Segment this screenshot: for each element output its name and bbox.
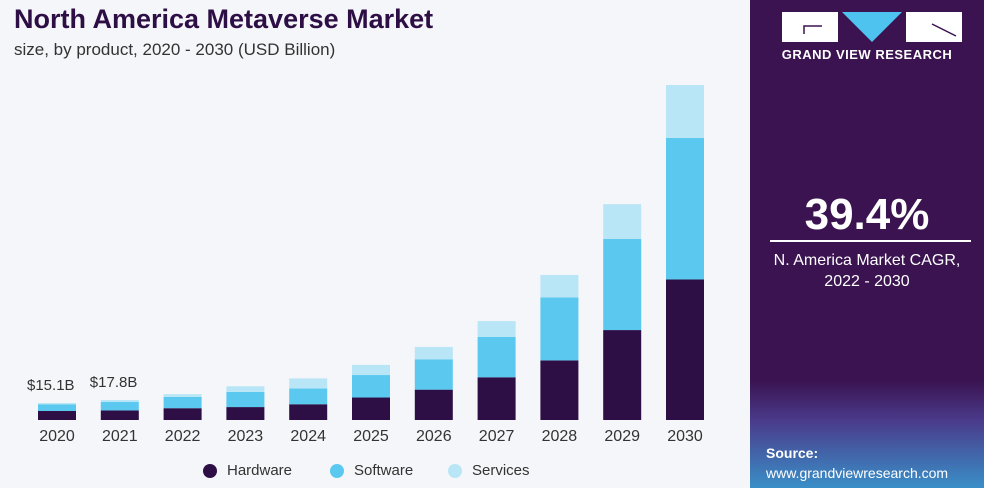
legend-label: Services [472, 462, 530, 479]
bar-services-2020 [38, 403, 76, 405]
cagr-label: N. America Market CAGR, 2022 - 2030 [750, 250, 984, 292]
bar-services-2026 [414, 346, 453, 360]
data-label: $15.1B [27, 377, 75, 394]
bar-software-2021 [100, 402, 139, 411]
bar-hardware-2020 [38, 411, 76, 420]
bar-software-2020 [38, 404, 76, 412]
bar-services-2030 [666, 85, 704, 138]
bar-services-2025 [352, 364, 390, 376]
x-tick-label: 2027 [479, 428, 515, 445]
bar-hardware-2028 [540, 360, 579, 420]
bar-software-2027 [477, 336, 516, 378]
x-tick-label: 2021 [102, 428, 138, 445]
legend-swatch [448, 463, 462, 478]
legend-swatch [203, 463, 217, 478]
bar-services-2021 [100, 399, 139, 403]
bar-software-2024 [289, 388, 328, 405]
cagr-label-line: 2022 - 2030 [824, 273, 910, 290]
legend-swatch [330, 463, 344, 478]
bar-hardware-2023 [226, 407, 265, 420]
x-tick-label: 2029 [604, 428, 640, 445]
source-label: Source: [766, 445, 819, 461]
x-tick-label: 2024 [290, 428, 326, 445]
bar-chart: 2020 2021 2022 2023 2024 2025 2026 2027 2028 2029… [27, 85, 704, 445]
bar-services-2022 [163, 394, 202, 397]
bar-hardware-2025 [352, 397, 390, 420]
data-label: $17.8B [90, 374, 138, 391]
bar-hardware-2027 [477, 377, 516, 420]
legend-label: Software [354, 462, 414, 479]
bar-services-2027 [477, 321, 516, 337]
x-tick-label: 2030 [667, 428, 703, 445]
x-tick-label: 2025 [353, 428, 389, 445]
chart-subtitle: size, by product, 2020 - 2030 (USD Billi… [14, 40, 336, 59]
legend-hardware: Hardware [203, 462, 292, 479]
cagr-label-line: N. America Market CAGR, [773, 252, 961, 269]
bar-hardware-2022 [163, 408, 202, 420]
bar-hardware-2021 [100, 410, 139, 420]
bar-hardware-2024 [289, 404, 328, 420]
bar-hardware-2030 [666, 279, 704, 420]
x-tick-label: 2023 [228, 428, 264, 445]
legend-software: Software [330, 462, 413, 479]
bar-services-2029 [603, 204, 642, 240]
source-link[interactable]: www.grandviewresearch.com [766, 465, 949, 481]
cagr-value: 39.4% [804, 190, 930, 239]
bar-software-2025 [352, 375, 390, 398]
info-panel: GRAND VIEW RESEARCH 39.4% N. America Mar… [750, 0, 984, 488]
divider [770, 240, 971, 242]
x-tick-label: 2022 [165, 428, 201, 445]
legend-services: Services [448, 462, 530, 479]
bar-software-2023 [226, 391, 265, 408]
x-tick-label: 2026 [416, 428, 452, 445]
x-tick-label: 2020 [39, 428, 75, 445]
bar-software-2028 [540, 297, 579, 361]
bar-services-2028 [540, 274, 579, 298]
bar-hardware-2029 [603, 330, 642, 420]
chart-title: North America Metaverse Market [14, 4, 434, 34]
bar-services-2023 [226, 386, 265, 392]
bar-software-2026 [414, 359, 453, 390]
bar-software-2030 [666, 137, 704, 280]
legend-label: Hardware [227, 462, 293, 479]
brand-name: GRAND VIEW RESEARCH [781, 47, 953, 62]
bar-services-2024 [289, 378, 328, 389]
bar-software-2022 [163, 396, 202, 409]
bar-software-2029 [603, 239, 642, 331]
x-tick-label: 2028 [542, 428, 578, 445]
gvr-logo [782, 12, 962, 42]
bar-hardware-2026 [414, 389, 453, 420]
